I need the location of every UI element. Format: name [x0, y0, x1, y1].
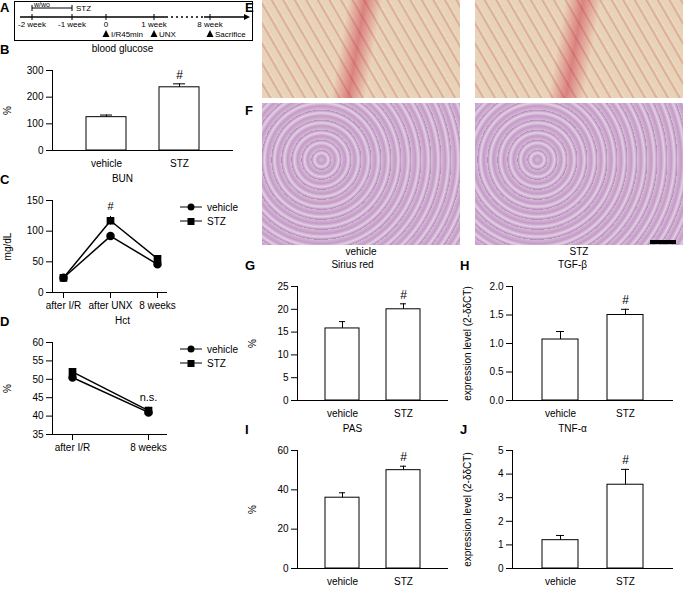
- svg-text:0: 0: [283, 563, 289, 574]
- svg-text:3: 3: [498, 492, 504, 503]
- html-text:TNF-α: TNF-α: [558, 423, 587, 434]
- svg-text:%: %: [247, 505, 258, 514]
- svg-text:#: #: [400, 450, 407, 464]
- svg-text:50: 50: [32, 374, 44, 385]
- html-text:BUN: BUN: [111, 173, 134, 184]
- svg-text:-2 week: -2 week: [18, 20, 47, 29]
- svg-text:2.0: 2.0: [490, 281, 504, 292]
- html-text:vehicle: vehicle: [345, 246, 377, 257]
- svg-text:45: 45: [32, 392, 44, 403]
- svg-text:vehicle: vehicle: [545, 408, 577, 419]
- svg-text:mg/dL: mg/dL: [2, 232, 13, 260]
- html-text:STZ: STZ: [569, 246, 589, 257]
- svg-text:%: %: [2, 106, 13, 115]
- svg-text:60: 60: [32, 337, 44, 348]
- svg-text:40: 40: [32, 410, 44, 421]
- html-text:STZ: STZ: [207, 215, 226, 227]
- html-text:E: E: [245, 0, 254, 15]
- html-text:blood glucose: blood glucose: [91, 43, 154, 54]
- svg-text:15: 15: [277, 326, 289, 337]
- svg-text:1 week: 1 week: [141, 20, 167, 29]
- html-text:G: G: [245, 258, 256, 273]
- svg-text:STZ: STZ: [76, 4, 91, 13]
- svg-text:#: #: [622, 453, 629, 467]
- svg-text:n.s.: n.s.: [140, 391, 158, 403]
- svg-text:after I/R: after I/R: [55, 442, 91, 453]
- svg-text:0: 0: [104, 20, 109, 29]
- svg-text:2: 2: [498, 516, 504, 527]
- svg-text:STZ: STZ: [170, 158, 189, 169]
- svg-text:20: 20: [277, 523, 289, 534]
- svg-text:1.0: 1.0: [490, 338, 504, 349]
- svg-text:0: 0: [283, 395, 289, 406]
- svg-text:100: 100: [27, 225, 44, 236]
- svg-text:20: 20: [277, 304, 289, 315]
- html-text:vehicle: vehicle: [207, 343, 239, 355]
- svg-text:expression level (2-δδCT): expression level (2-δδCT): [462, 452, 473, 567]
- svg-text:8 weeks: 8 weeks: [139, 300, 176, 311]
- svg-text:50: 50: [32, 256, 44, 267]
- svg-text:vehicle: vehicle: [545, 576, 577, 587]
- svg-text:expression level (2-δδCT): expression level (2-δδCT): [462, 286, 473, 401]
- svg-text:STZ: STZ: [616, 408, 635, 419]
- html-text:Hct: Hct: [115, 315, 130, 326]
- svg-text:1.5: 1.5: [490, 309, 504, 320]
- html-text:A: A: [0, 0, 10, 15]
- svg-text:1: 1: [498, 539, 504, 550]
- html-text:B: B: [0, 42, 10, 57]
- svg-text:after I/R: after I/R: [46, 300, 82, 311]
- svg-text:300: 300: [27, 65, 44, 76]
- svg-text:STZ: STZ: [616, 576, 635, 587]
- svg-text:STZ: STZ: [394, 408, 413, 419]
- svg-text:I/R45min: I/R45min: [111, 30, 143, 39]
- svg-text:w/wo: w/wo: [33, 1, 50, 8]
- html-text:F: F: [245, 103, 253, 118]
- svg-text:#: #: [176, 68, 183, 82]
- svg-text:200: 200: [27, 91, 44, 102]
- svg-text:0.5: 0.5: [490, 366, 504, 377]
- svg-text:55: 55: [32, 355, 44, 366]
- svg-text:40: 40: [277, 484, 289, 495]
- svg-text:0: 0: [498, 563, 504, 574]
- svg-text:vehicle: vehicle: [327, 408, 359, 419]
- html-text:D: D: [0, 314, 10, 329]
- html-text:TGF-β: TGF-β: [558, 259, 587, 270]
- html-text:C: C: [0, 172, 10, 187]
- svg-text:5: 5: [283, 372, 289, 383]
- svg-text:#: #: [400, 288, 407, 302]
- html-text:PAS: PAS: [342, 423, 363, 434]
- svg-text:5: 5: [498, 445, 504, 456]
- html-text:Sirius red: Sirius red: [331, 259, 374, 270]
- svg-text:%: %: [2, 384, 13, 393]
- svg-text:8 weeks: 8 weeks: [130, 442, 167, 453]
- html-text:STZ: STZ: [207, 357, 226, 369]
- svg-text:0: 0: [38, 145, 44, 156]
- svg-text:#: #: [622, 293, 629, 307]
- svg-text:after UNX: after UNX: [89, 300, 133, 311]
- svg-text:35: 35: [32, 429, 44, 440]
- svg-text:0: 0: [38, 287, 44, 298]
- svg-text:60: 60: [277, 445, 289, 456]
- svg-text:vehicle: vehicle: [91, 158, 123, 169]
- svg-text:STZ: STZ: [394, 576, 413, 587]
- html-text:H: H: [460, 258, 470, 273]
- svg-text:150: 150: [27, 195, 44, 206]
- svg-text:Sacrifice: Sacrifice: [215, 30, 246, 39]
- svg-text:#: #: [107, 200, 114, 212]
- svg-text:8 week: 8 week: [197, 20, 223, 29]
- svg-text:UNX: UNX: [159, 30, 177, 39]
- svg-text:4: 4: [498, 468, 504, 479]
- svg-text:vehicle: vehicle: [327, 576, 359, 587]
- svg-text:10: 10: [277, 349, 289, 360]
- html-text:J: J: [460, 422, 468, 437]
- html-text:vehicle: vehicle: [207, 201, 239, 213]
- html-text:I: I: [245, 422, 249, 437]
- svg-text:-1 week: -1 week: [58, 20, 87, 29]
- svg-text:%: %: [247, 339, 258, 348]
- svg-text:25: 25: [277, 281, 289, 292]
- svg-text:0.0: 0.0: [490, 395, 504, 406]
- svg-text:100: 100: [27, 118, 44, 129]
